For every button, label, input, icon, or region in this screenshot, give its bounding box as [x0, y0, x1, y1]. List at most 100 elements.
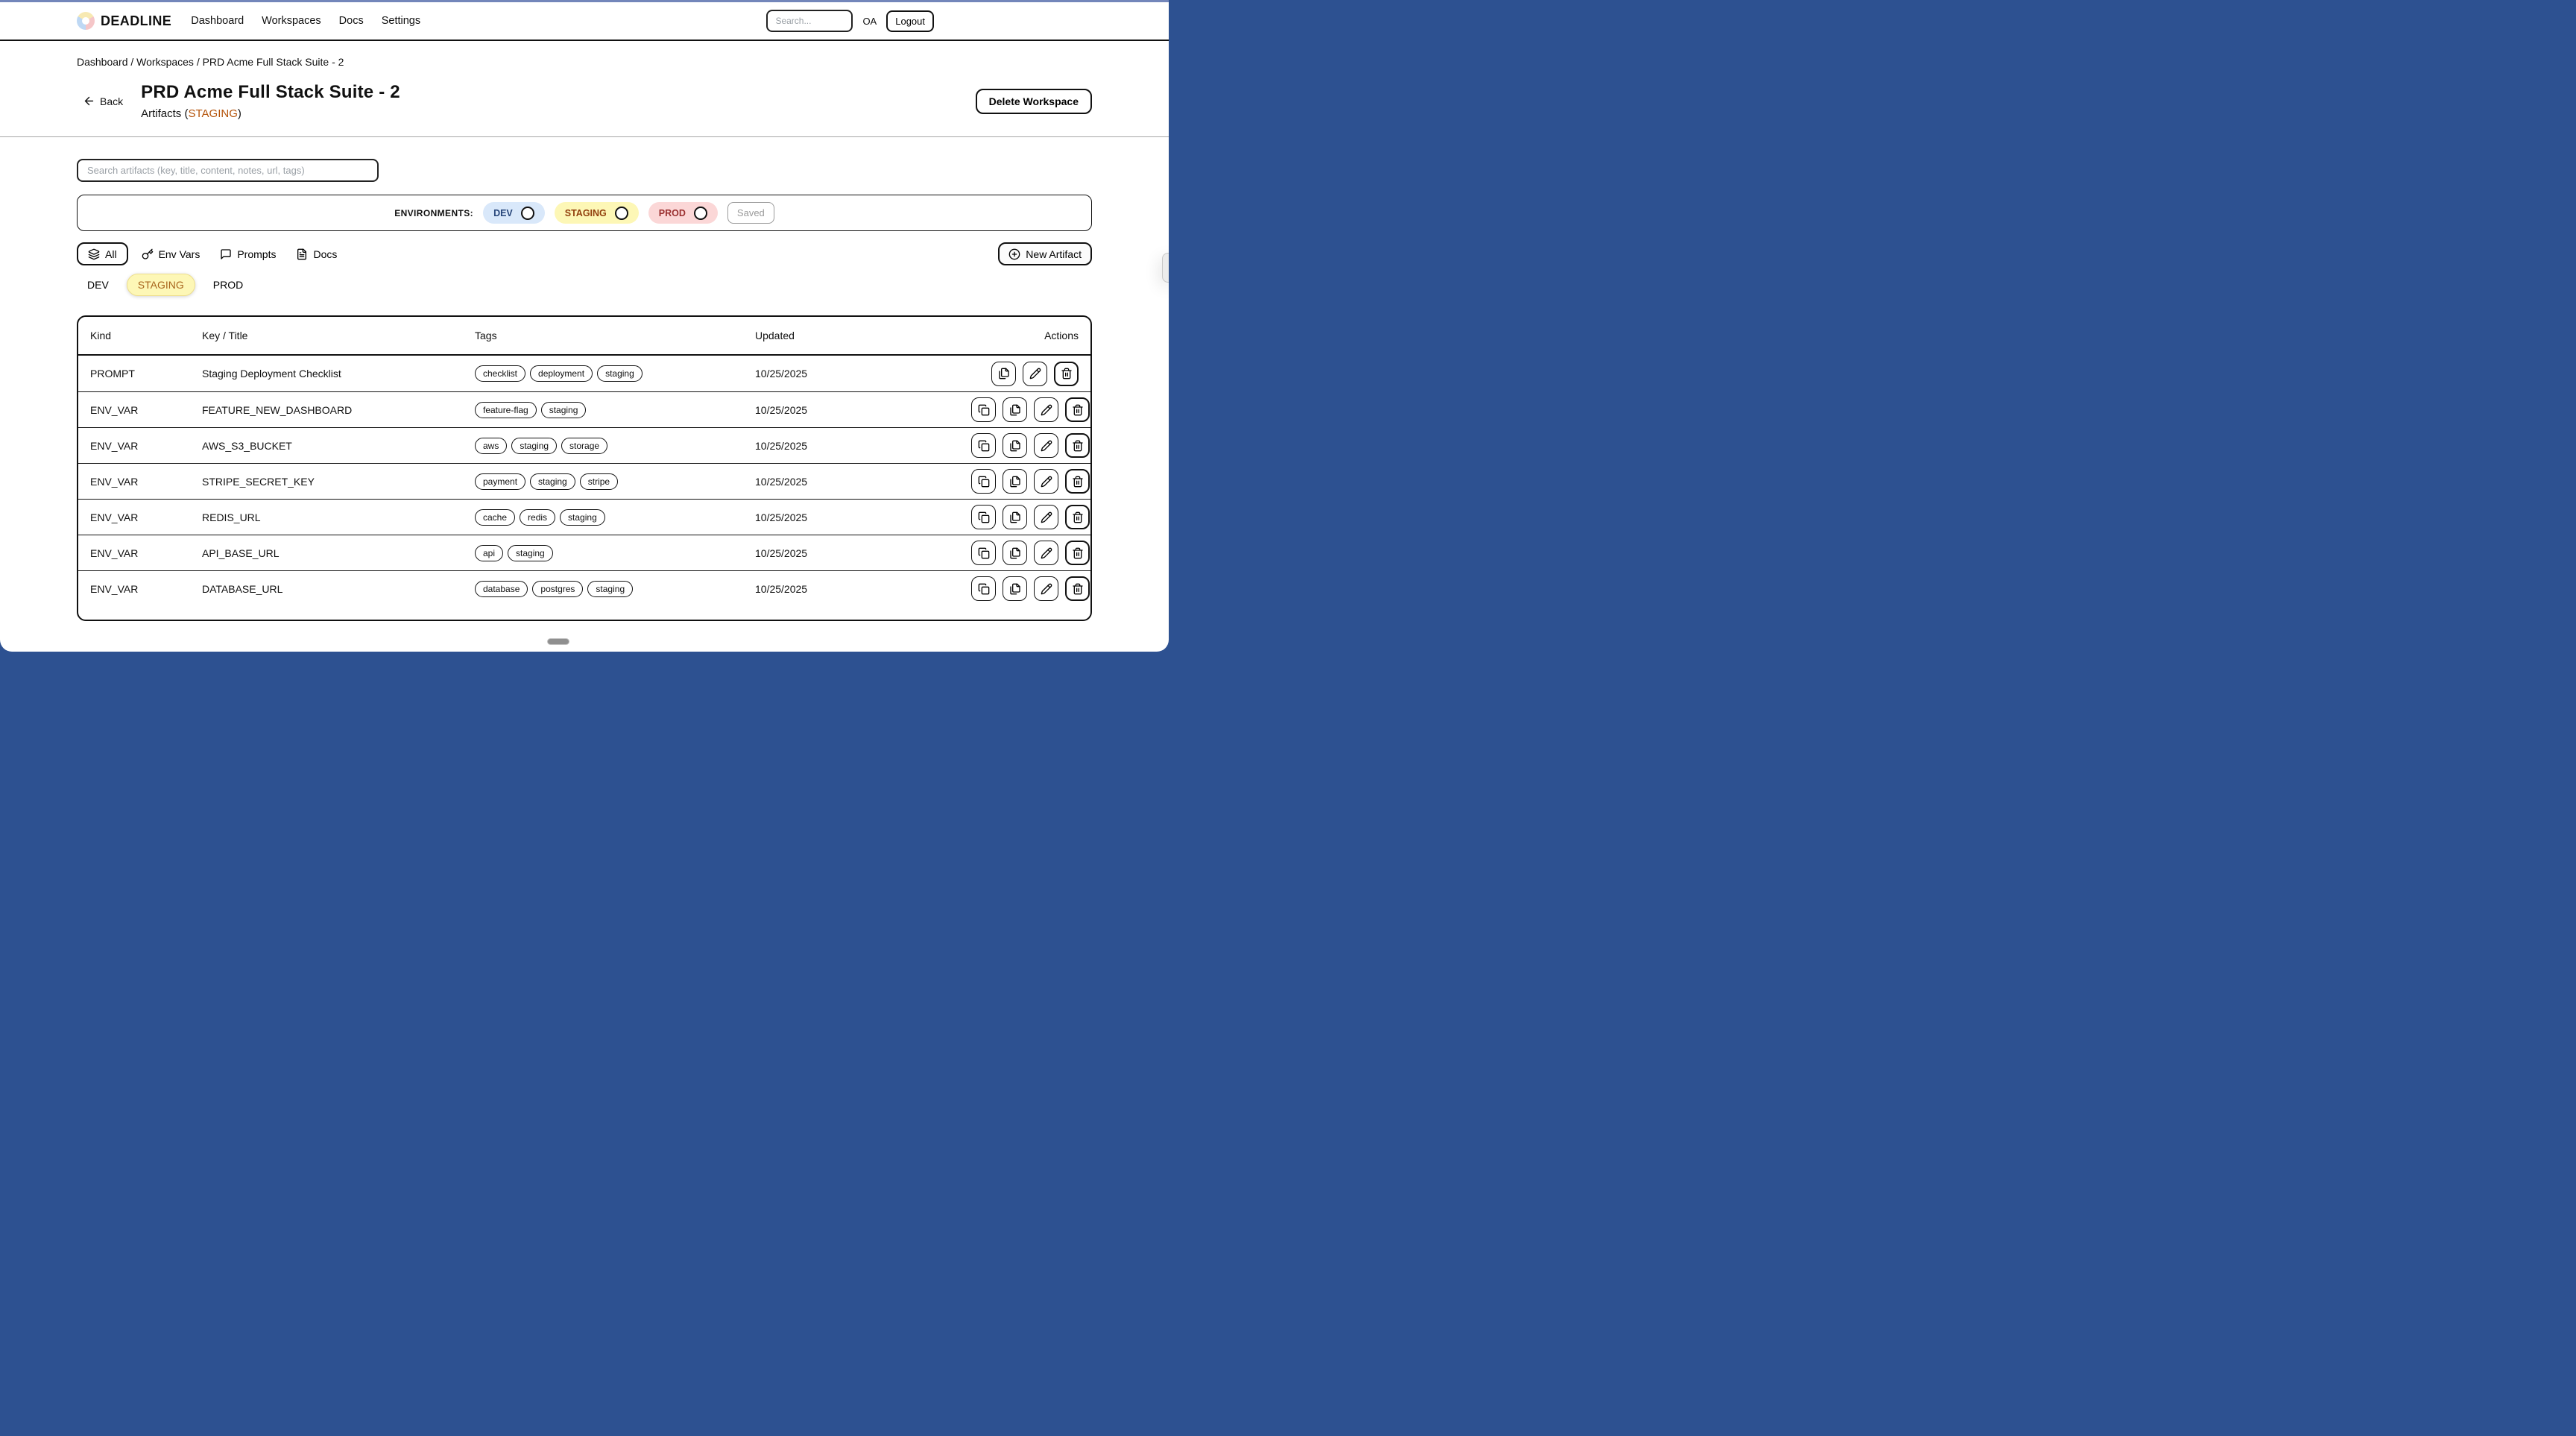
toggle-circle-icon[interactable]: [520, 206, 534, 220]
new-artifact-label: New Artifact: [1026, 248, 1082, 260]
toggle-circle-icon[interactable]: [614, 206, 628, 220]
env-toggle-prod[interactable]: PROD: [648, 202, 718, 224]
artifact-search-input[interactable]: [77, 159, 379, 182]
tag-pill: staging: [540, 401, 587, 418]
delete-button[interactable]: [1065, 469, 1090, 494]
cell-tags: feature-flag staging: [475, 401, 755, 418]
tag-pill: staging: [530, 473, 575, 490]
trash-icon: [1072, 440, 1084, 452]
global-search-input[interactable]: [766, 10, 853, 32]
drag-handle[interactable]: [547, 638, 569, 645]
delete-button[interactable]: [1065, 541, 1090, 565]
filter-label: Docs: [313, 248, 338, 260]
env-toggle-label: STAGING: [564, 207, 607, 218]
files-icon: [1009, 547, 1021, 559]
new-artifact-button[interactable]: New Artifact: [998, 242, 1092, 265]
app-window: DEADLINE Dashboard Workspaces Docs Settings…: [0, 2, 1169, 652]
tag-pill: staging: [560, 508, 605, 526]
pencil-icon: [1041, 404, 1052, 416]
environment-toggles: DEV STAGING PROD: [483, 202, 718, 224]
pencil-icon: [1029, 368, 1041, 380]
copy-artifact-button[interactable]: [1003, 541, 1027, 565]
edit-button[interactable]: [1034, 505, 1058, 529]
edit-button[interactable]: [1034, 541, 1058, 565]
page-subtitle: Artifacts (STAGING): [141, 107, 242, 120]
table-row: ENV_VAR API_BASE_URL api staging 10/25/20…: [78, 535, 1090, 570]
tag-pill: staging: [597, 365, 643, 382]
nav-link-docs[interactable]: Docs: [338, 15, 364, 27]
cell-actions: [971, 433, 1090, 458]
copy-value-button[interactable]: [971, 433, 996, 458]
env-tab-staging[interactable]: STAGING: [126, 274, 195, 296]
scrollbar-thumb[interactable]: [1162, 253, 1169, 283]
nav-link-workspaces[interactable]: Workspaces: [262, 15, 321, 27]
tag-pill: staging: [511, 437, 558, 454]
toggle-circle-icon[interactable]: [693, 206, 707, 220]
doc-icon: [296, 248, 308, 260]
delete-button[interactable]: [1065, 576, 1090, 601]
breadcrumb: Dashboard / Workspaces / PRD Acme Full S…: [77, 56, 344, 68]
copy-artifact-button[interactable]: [1003, 397, 1027, 422]
copy-artifact-button[interactable]: [1003, 433, 1027, 458]
filter-all[interactable]: All: [77, 242, 128, 265]
filter-prompts[interactable]: Prompts: [220, 248, 276, 260]
copy-artifact-button[interactable]: [1003, 505, 1027, 529]
saved-button[interactable]: Saved: [727, 202, 774, 224]
env-toggle-dev[interactable]: DEV: [483, 202, 545, 224]
column-key-title: Key / Title: [202, 330, 248, 341]
page-title: PRD Acme Full Stack Suite - 2: [141, 82, 400, 102]
copy-value-button[interactable]: [971, 541, 996, 565]
cell-key-title: FEATURE_NEW_DASHBOARD: [202, 403, 353, 416]
trash-icon: [1072, 511, 1084, 523]
column-kind: Kind: [90, 330, 112, 341]
tag-pill: storage: [561, 437, 608, 454]
cell-key-title: AWS_S3_BUCKET: [202, 439, 292, 452]
edit-button[interactable]: [1034, 433, 1058, 458]
delete-button[interactable]: [1065, 397, 1090, 422]
filter-env-vars[interactable]: Env Vars: [142, 248, 200, 260]
copy-artifact-button[interactable]: [991, 361, 1016, 386]
logout-button[interactable]: Logout: [886, 10, 934, 32]
env-toggle-staging[interactable]: STAGING: [554, 202, 639, 224]
delete-button[interactable]: [1065, 505, 1090, 529]
copy-value-button[interactable]: [971, 469, 996, 494]
header-divider: [0, 136, 1169, 137]
env-tab-dev[interactable]: DEV: [77, 274, 119, 296]
cell-key-title: DATABASE_URL: [202, 582, 283, 595]
delete-button[interactable]: [1054, 361, 1079, 386]
copy-artifact-button[interactable]: [1003, 469, 1027, 494]
filter-label: Prompts: [237, 248, 277, 260]
cell-tags: checklist deployment staging: [475, 365, 755, 382]
nav-link-settings[interactable]: Settings: [381, 15, 421, 27]
filter-docs[interactable]: Docs: [296, 248, 337, 260]
edit-button[interactable]: [1034, 397, 1058, 422]
environment-tabs: DEV STAGING PROD: [77, 274, 1092, 296]
tag-pill: cache: [475, 508, 516, 526]
filter-label: All: [105, 248, 117, 260]
copy-artifact-button[interactable]: [1003, 576, 1027, 601]
copy-icon: [978, 511, 990, 523]
copy-value-button[interactable]: [971, 397, 996, 422]
nav-link-dashboard[interactable]: Dashboard: [191, 15, 244, 27]
cell-updated: 10/25/2025: [755, 368, 808, 380]
env-tab-prod[interactable]: PROD: [203, 274, 253, 296]
back-link[interactable]: Back: [83, 95, 123, 107]
copy-value-button[interactable]: [971, 576, 996, 601]
trash-icon: [1072, 476, 1084, 488]
cell-tags: cache redis staging: [475, 508, 755, 526]
copy-icon: [978, 583, 990, 595]
files-icon: [1009, 511, 1021, 523]
copy-value-button[interactable]: [971, 505, 996, 529]
pencil-icon: [1041, 583, 1052, 595]
page-header: Back PRD Acme Full Stack Suite - 2 Artif…: [77, 82, 1092, 120]
files-icon: [1009, 404, 1021, 416]
edit-button[interactable]: [1034, 576, 1058, 601]
edit-button[interactable]: [1034, 469, 1058, 494]
edit-button[interactable]: [1023, 361, 1047, 386]
delete-workspace-button[interactable]: Delete Workspace: [975, 88, 1092, 114]
environments-bar: ENVIRONMENTS: DEV STAGING PROD Saved: [77, 195, 1092, 231]
navbar: DEADLINE Dashboard Workspaces Docs Settings…: [0, 2, 1169, 41]
nav-right-group: OA Logout: [766, 10, 934, 32]
delete-button[interactable]: [1065, 433, 1090, 458]
cell-actions: [971, 397, 1090, 422]
